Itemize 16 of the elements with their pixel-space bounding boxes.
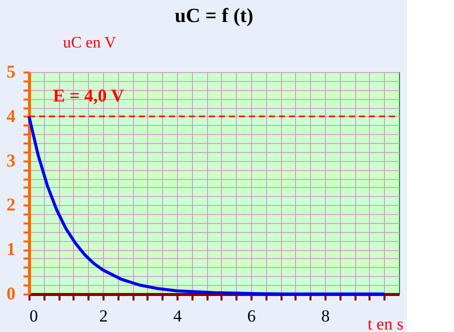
x-axis-title: t en s: [368, 314, 404, 332]
y-tick-label: 1: [6, 239, 16, 260]
chart-title: uC = f (t): [174, 5, 254, 27]
y-tick-label: 5: [6, 62, 16, 82]
ref-line-label: E = 4,0 V: [53, 85, 124, 106]
y-tick-label: 2: [6, 194, 16, 215]
y-tick-label: 4: [6, 106, 16, 126]
x-tick-label: 2: [99, 306, 108, 326]
x-tick-label: 0: [30, 306, 38, 326]
y-axis-title: uC en V: [62, 34, 116, 52]
x-tick-label: 4: [173, 306, 182, 326]
line-series: [28, 114, 386, 296]
x-tick-label: 8: [321, 306, 330, 326]
y-tick-label: 3: [6, 150, 16, 170]
x-tick-label: 6: [247, 306, 256, 326]
y-tick-label: 0: [6, 284, 16, 304]
